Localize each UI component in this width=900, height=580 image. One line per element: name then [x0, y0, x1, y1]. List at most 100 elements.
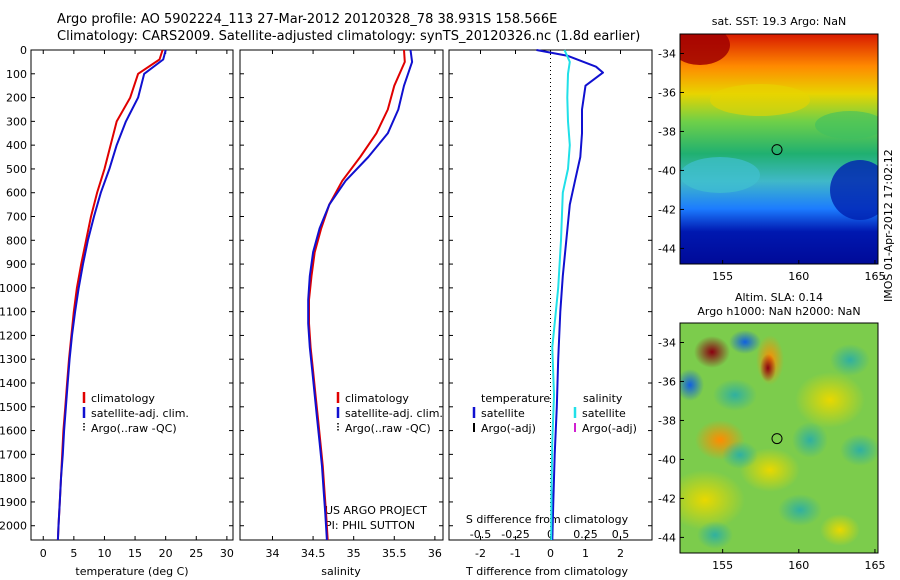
map-y-tick-label: -40 — [658, 453, 676, 466]
x-tick-label: 1 — [582, 547, 589, 560]
depth-tick-label: 300 — [6, 115, 27, 128]
chart-marks: 0100200300400500600700800900100011001200… — [0, 44, 885, 572]
depth-tick-label: 1200 — [0, 329, 27, 342]
salinity-legend: climatology satellite-adj. clim. Argo(..… — [336, 392, 443, 435]
legend-label-climatology: climatology — [91, 392, 155, 405]
map-y-tick-label: -36 — [658, 86, 676, 99]
x-tick-label: 5 — [70, 547, 77, 560]
depth-tick-label: 2000 — [0, 520, 27, 533]
depth-tick-label: 1100 — [0, 306, 27, 319]
map-y-tick-label: -42 — [658, 203, 676, 216]
depth-tick-label: 900 — [6, 258, 27, 271]
depth-tick-label: 1900 — [0, 496, 27, 509]
difference-legend: temperature salinity satellite Argo(-adj… — [472, 392, 637, 435]
depth-tick-label: 400 — [6, 139, 27, 152]
x-tick-label: 0 — [547, 547, 554, 560]
map-y-tick-label: -36 — [658, 375, 676, 388]
sla-map-title: Altim. SLA: 0.14 — [735, 291, 823, 304]
depth-tick-label: 1700 — [0, 448, 27, 461]
x-tick-label: 2 — [617, 547, 624, 560]
map-x-tick-label: 160 — [788, 270, 809, 283]
x-tick-label-top: 0.5 — [612, 528, 630, 541]
depth-tick-label: 100 — [6, 68, 27, 81]
series-line — [307, 49, 414, 541]
depth-tick-label: 1800 — [0, 472, 27, 485]
profile-title: Argo profile: AO 5902224_113 27-Mar-2012… — [57, 12, 558, 27]
legend-label-argo: Argo(..raw -QC) — [345, 422, 431, 435]
legend-title-salinity: salinity — [583, 392, 623, 405]
map-x-tick-label: 165 — [864, 559, 885, 572]
series-line — [536, 49, 604, 541]
temperature-axes — [30, 49, 234, 541]
depth-tick-label: 1400 — [0, 377, 27, 390]
difference-xlabel-top: S difference from climatology — [466, 513, 629, 526]
sla-map-subtitle: Argo h1000: NaN h2000: NaN — [697, 305, 860, 318]
salinity-xlabel: salinity — [321, 565, 361, 578]
sst-map-field — [680, 34, 878, 264]
x-tick-label: -1 — [510, 547, 521, 560]
x-tick-label-top: -0.25 — [501, 528, 529, 541]
x-tick-label: 35.5 — [382, 547, 407, 560]
series-line — [308, 49, 406, 541]
map-x-tick-label: 160 — [788, 559, 809, 572]
x-tick-label: 35 — [347, 547, 361, 560]
x-tick-label: 15 — [128, 547, 142, 560]
series-line — [550, 49, 571, 541]
legend-title-temperature: temperature — [481, 392, 550, 405]
legend-label-t-satellite: satellite — [481, 407, 525, 420]
depth-tick-label: 200 — [6, 92, 27, 105]
depth-tick-label: 1600 — [0, 425, 27, 438]
map-y-tick-label: -44 — [658, 531, 676, 544]
x-tick-label: 30 — [220, 547, 234, 560]
project-annotation: US ARGO PROJECT — [325, 504, 427, 517]
temperature-legend: climatology satellite-adj. clim. Argo(..… — [82, 392, 189, 435]
legend-label-satellite: satellite-adj. clim. — [91, 407, 189, 420]
legend-label-argo: Argo(..raw -QC) — [91, 422, 177, 435]
map-y-tick-label: -38 — [658, 125, 676, 138]
legend-label-satellite: satellite-adj. clim. — [345, 407, 443, 420]
map-y-tick-label: -40 — [658, 164, 676, 177]
x-tick-label-top: -0.5 — [470, 528, 491, 541]
depth-tick-label: 500 — [6, 163, 27, 176]
sla-map-field — [680, 323, 878, 553]
depth-tick-label: 600 — [6, 187, 27, 200]
x-tick-label: 10 — [97, 547, 111, 560]
legend-label-s-satellite: satellite — [582, 407, 626, 420]
x-tick-label: 25 — [189, 547, 203, 560]
legend-label-climatology: climatology — [345, 392, 409, 405]
series-line — [56, 49, 164, 541]
sst-float-marker — [771, 144, 783, 156]
map-y-tick-label: -44 — [658, 242, 676, 255]
legend-label-t-argo: Argo(-adj) — [481, 422, 536, 435]
x-tick-label: -2 — [475, 547, 486, 560]
temperature-xlabel: temperature (deg C) — [75, 565, 188, 578]
series-line — [56, 49, 167, 541]
depth-tick-label: 1500 — [0, 401, 27, 414]
map-y-tick-label: -34 — [658, 47, 676, 60]
map-y-tick-label: -42 — [658, 492, 676, 505]
x-tick-label: 0 — [40, 547, 47, 560]
depth-tick-label: 1000 — [0, 282, 27, 295]
sla-float-marker — [771, 433, 783, 445]
sst-map-title: sat. SST: 19.3 Argo: NaN — [712, 15, 846, 28]
x-tick-label: 34 — [265, 547, 279, 560]
map-x-tick-label: 165 — [864, 270, 885, 283]
sla-map-axes — [679, 322, 879, 554]
depth-tick-label: 800 — [6, 234, 27, 247]
climatology-title: Climatology: CARS2009. Satellite-adjuste… — [57, 29, 641, 44]
depth-tick-label: 700 — [6, 211, 27, 224]
x-tick-label: 20 — [159, 547, 173, 560]
x-tick-label-top: 0.25 — [573, 528, 598, 541]
legend-label-s-argo: Argo(-adj) — [582, 422, 637, 435]
salinity-axes — [239, 49, 444, 541]
depth-tick-label: 0 — [20, 44, 27, 57]
x-tick-label: 34.5 — [301, 547, 326, 560]
pi-annotation: PI: PHIL SUTTON — [325, 519, 415, 532]
depth-tick-label: 1300 — [0, 353, 27, 366]
map-y-tick-label: -34 — [658, 336, 676, 349]
x-tick-label: 36 — [428, 547, 442, 560]
sst-map-axes — [679, 33, 879, 265]
difference-xlabel: T difference from climatology — [465, 565, 628, 578]
map-y-tick-label: -38 — [658, 414, 676, 427]
